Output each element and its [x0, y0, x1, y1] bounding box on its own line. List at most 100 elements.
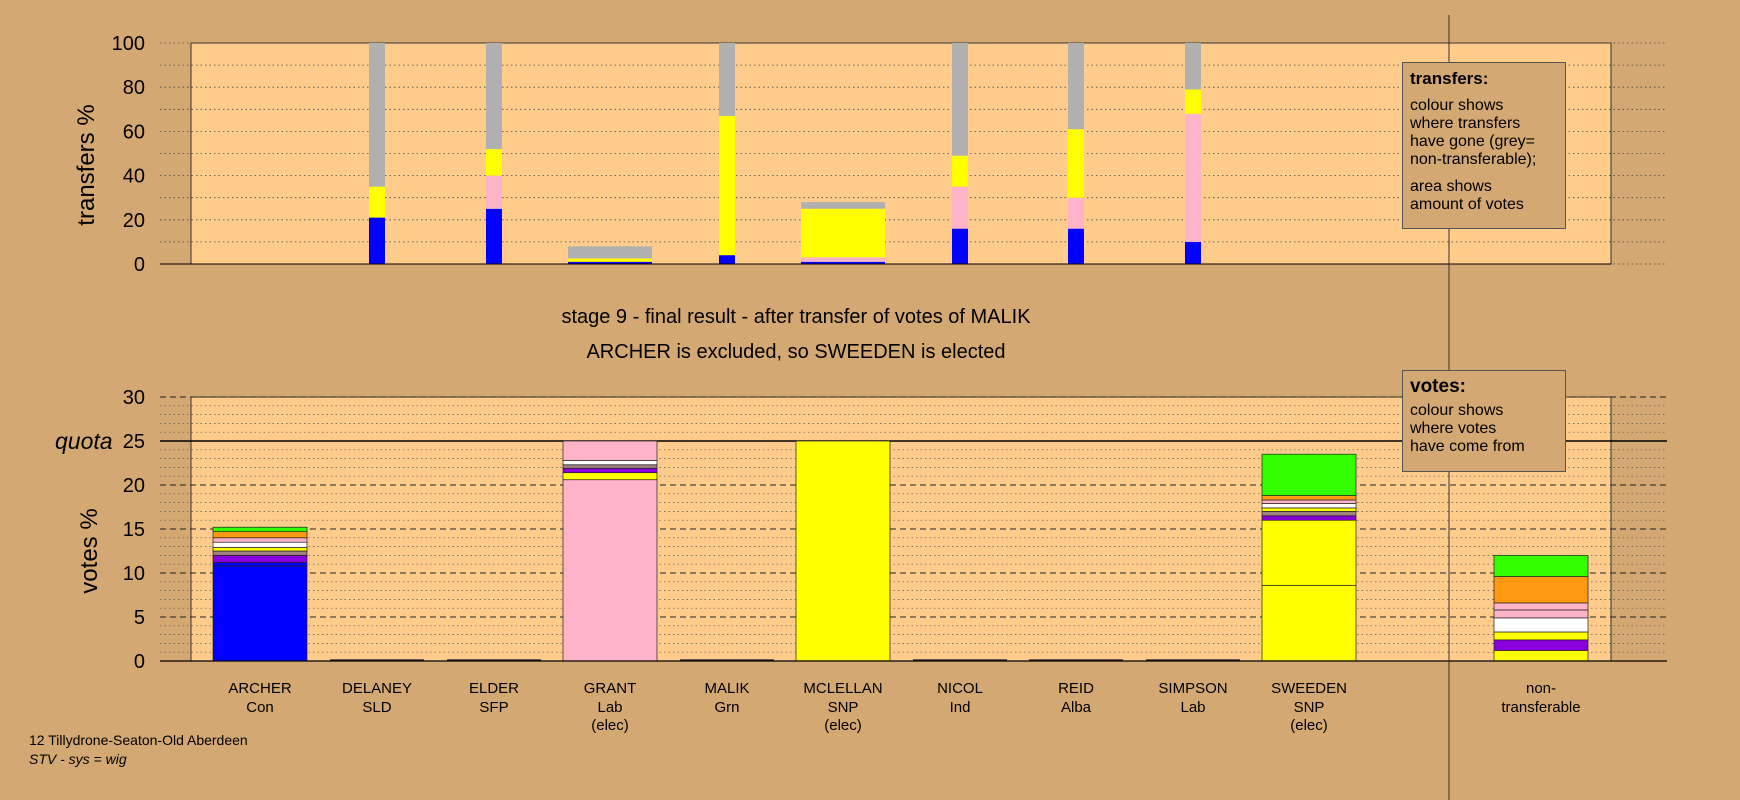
- transfers-legend-line: area shows: [1410, 178, 1492, 195]
- transfers-bar-segment: [1068, 129, 1084, 198]
- votes-bar-segment: [1261, 515, 1357, 521]
- candidate-name-label: MALIK: [704, 680, 749, 697]
- votes-bar-segment: [212, 562, 308, 567]
- votes-bar-segment: [562, 472, 658, 481]
- footer-system: STV - sys = wig: [29, 751, 127, 767]
- votes-bar-segment: [562, 479, 658, 662]
- votes-bar-segment: [1261, 507, 1357, 512]
- candidate-name-label: REID: [1058, 680, 1094, 697]
- transfers-bar-segment: [568, 261, 652, 264]
- transfers-y-tick-label: 80: [123, 77, 145, 99]
- votes-y-tick-label: 15: [123, 519, 145, 541]
- votes-bar-segment: [212, 555, 308, 563]
- votes-legend-line: where votes: [1410, 420, 1497, 437]
- transfers-bar-segment: [719, 115, 735, 256]
- transfers-bar-segment: [719, 43, 735, 116]
- votes-bar-segment: [562, 460, 658, 466]
- votes-legend: votes: colour shows where votes have com…: [1402, 370, 1566, 472]
- votes-legend-line: have come from: [1410, 438, 1525, 455]
- votes-bar-segment: [1493, 631, 1589, 641]
- votes-legend-title: votes:: [1410, 376, 1466, 397]
- votes-bar-segment: [1261, 495, 1357, 501]
- chart-title-line2: ARCHER is excluded, so SWEEDEN is electe…: [586, 341, 1005, 363]
- transfers-legend-line: where transfers: [1410, 115, 1521, 132]
- candidate-party-label: Grn: [714, 699, 739, 716]
- votes-bar-segment: [1261, 503, 1357, 509]
- votes-bar-segment: [562, 467, 658, 474]
- candidate-party-label: Con: [246, 699, 274, 716]
- transfers-legend-line: non-transferable);: [1410, 151, 1537, 168]
- transfers-bar-segment: [486, 149, 502, 176]
- transfers-y-tick-label: 0: [134, 254, 145, 276]
- transfers-bar-segment: [486, 175, 502, 209]
- transfers-y-tick-label: 60: [123, 121, 145, 143]
- candidate-name-label: DELANEY: [342, 680, 412, 697]
- votes-bar-segment: [1493, 602, 1589, 611]
- candidate-party-label: SNP: [1294, 699, 1325, 716]
- bottom-y-axis-label: votes %: [76, 508, 103, 593]
- nontransferable-label: transferable: [1501, 699, 1580, 716]
- candidate-status-label: (elec): [591, 717, 629, 734]
- transfers-bar-segment: [1185, 43, 1201, 90]
- votes-y-tick-label: 0: [134, 651, 145, 673]
- votes-bar-segment: [212, 550, 308, 556]
- transfers-bar-segment: [1068, 197, 1084, 229]
- transfers-legend-title: transfers:: [1410, 69, 1489, 88]
- votes-bar-segment: [1493, 650, 1589, 662]
- votes-bar-segment: [795, 440, 891, 662]
- votes-y-tick-label: 20: [123, 475, 145, 497]
- transfers-bar-segment: [1185, 89, 1201, 114]
- transfers-bar-segment: [801, 208, 885, 258]
- footer-constituency: 12 Tillydrone-Seaton-Old Aberdeen: [29, 732, 248, 748]
- votes-y-tick-label: 5: [134, 607, 145, 629]
- candidate-name-label: ELDER: [469, 680, 519, 697]
- transfers-bar-segment: [369, 43, 385, 187]
- transfers-bar-segment: [1068, 228, 1084, 264]
- candidate-name-label: MCLELLAN: [803, 680, 882, 697]
- transfers-bar-segment: [801, 257, 885, 262]
- votes-bar-segment: [1493, 555, 1589, 577]
- votes-bar-segment: [212, 547, 308, 552]
- transfers-bar-segment: [719, 255, 735, 264]
- candidate-name-label: GRANT: [584, 680, 637, 697]
- candidate-party-label: SLD: [362, 699, 391, 716]
- votes-bar-segment: [1261, 519, 1357, 586]
- candidate-party-label: Ind: [950, 699, 971, 716]
- votes-y-tick-label: 10: [123, 563, 145, 585]
- transfers-legend-line: amount of votes: [1410, 196, 1524, 213]
- transfers-bar-segment: [486, 43, 502, 150]
- candidate-name-label: ARCHER: [228, 680, 292, 697]
- transfers-plot-area: [190, 42, 1612, 265]
- votes-bar-segment: [1493, 576, 1589, 604]
- candidate-party-label: Lab: [1180, 699, 1205, 716]
- votes-bar-segment: [1261, 499, 1357, 504]
- transfers-bar-segment: [1185, 241, 1201, 264]
- transfers-legend: transfers: colour shows where transfers …: [1402, 62, 1566, 229]
- transfers-bar-segment: [801, 261, 885, 264]
- votes-bar-segment: [1261, 453, 1357, 496]
- votes-bar-segment: [212, 537, 308, 543]
- transfers-bar-segment: [1185, 113, 1201, 242]
- transfers-bar-segment: [486, 208, 502, 264]
- votes-bar-segment: [562, 464, 658, 469]
- candidate-party-label: SNP: [828, 699, 859, 716]
- transfers-bar-segment: [801, 202, 885, 209]
- votes-bar-segment: [212, 526, 308, 532]
- transfers-legend-line: have gone (grey=: [1410, 133, 1535, 150]
- candidate-status-label: (elec): [1290, 717, 1328, 734]
- nontransferable-label: non-: [1526, 680, 1556, 697]
- transfers-bar-segment: [952, 155, 968, 187]
- votes-bar-segment: [212, 531, 308, 539]
- votes-bar-segment: [1493, 617, 1589, 633]
- candidate-name-label: NICOL: [937, 680, 983, 697]
- transfers-bar-segment: [369, 217, 385, 264]
- candidate-status-label: (elec): [824, 717, 862, 734]
- votes-bar-segment: [1493, 639, 1589, 651]
- top-y-axis-label: transfers %: [73, 104, 100, 225]
- transfers-bar-segment: [952, 186, 968, 229]
- candidate-party-label: SFP: [479, 699, 508, 716]
- candidate-party-label: Alba: [1061, 699, 1092, 716]
- votes-y-tick-label: 30: [123, 387, 145, 409]
- transfers-bar-segment: [952, 228, 968, 264]
